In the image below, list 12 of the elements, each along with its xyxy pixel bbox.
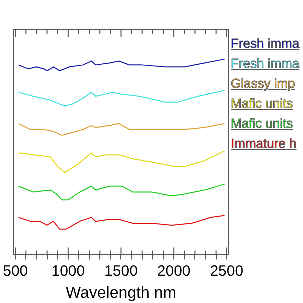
- text: Immature h: [231, 135, 298, 153]
- series-label: Fresh imma: [231, 55, 300, 73]
- text: Mafic units: [231, 95, 294, 113]
- x-tick-label: 2500: [210, 262, 244, 280]
- text: Glassy imp: [231, 75, 296, 93]
- x-tick-label: 1000: [52, 262, 86, 280]
- series-label: Fresh imma: [231, 35, 300, 53]
- x-tick-label: 2000: [157, 262, 191, 280]
- x-axis-title: Wavelength nm: [66, 284, 177, 302]
- x-tick-label: 500: [3, 262, 28, 280]
- x-tick-label: 1500: [104, 262, 138, 280]
- text: Mafic units: [231, 115, 294, 133]
